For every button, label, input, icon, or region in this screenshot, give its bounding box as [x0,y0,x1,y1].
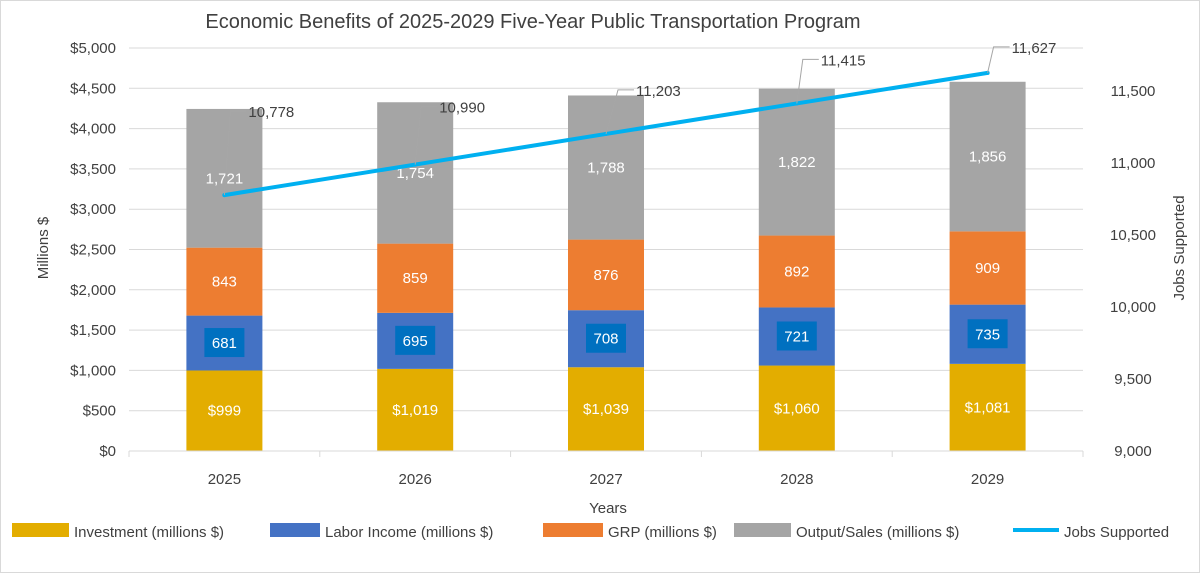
chart-title: Economic Benefits of 2025-2029 Five-Year… [205,11,860,33]
leader-line [605,89,634,135]
jobs-line: 10,778 10,990 11,203 11,415 11,627 [222,40,1057,198]
bar-segment [568,367,644,451]
bar-data-label: 695 [403,333,428,350]
leader-line [796,58,819,104]
x-tick-label: 2027 [589,471,622,488]
y-tick-label: $2,000 [70,282,116,299]
legend-label: Investment (millions $) [74,524,224,541]
bar-data-label: $1,081 [965,399,1011,416]
x-tick-label: 2029 [971,471,1004,488]
bar-data-label: $1,019 [392,402,438,419]
bar-segment [568,239,644,311]
bar-segment [568,95,644,240]
x-tick-label: 2025 [208,471,241,488]
x-tick-label: 2028 [780,471,813,488]
y2-tick-label: 10,000 [1110,299,1156,316]
legend-label: Labor Income (millions $) [325,524,493,541]
y-tick-label: $3,500 [70,161,116,178]
legend-swatch [12,523,69,537]
legend-label: Jobs Supported [1064,524,1169,541]
y-tick-label: $5,000 [70,40,116,57]
bar-data-label: $1,060 [774,400,820,417]
legend-item: Jobs Supported [1013,524,1169,541]
y-tick-label: $500 [83,403,116,420]
legend-item: Labor Income (millions $) [270,523,493,541]
y2-tick-label: 11,000 [1111,155,1156,172]
legend-swatch [543,523,603,537]
bar-data-label: 735 [975,326,1000,343]
data-label-box [204,328,245,358]
legend-item: Output/Sales (millions $) [734,523,959,541]
bar-segment [949,363,1026,451]
bar-data-label: 859 [403,270,428,287]
y-tick-label: $0 [99,443,116,460]
data-label-box [586,323,626,353]
jobs-data-label: 10,990 [439,100,485,117]
bar-segment [377,102,454,244]
legend-label: GRP (millions $) [608,524,717,541]
legend: Investment (millions $) Labor Income (mil… [12,523,1169,541]
bar-data-label: 1,822 [778,154,816,171]
bar-segment [949,81,1026,232]
bar-segment [186,108,263,248]
legend-swatch [734,523,791,537]
y-tick-label: $4,000 [70,121,116,138]
bar-data-label: 1,788 [587,160,625,177]
data-label-box [395,325,436,355]
bar-segment [758,235,835,308]
bar-data-label: $1,039 [583,401,629,418]
legend-item: GRP (millions $) [543,523,717,541]
jobs-data-label: 10,778 [248,104,294,121]
legend-swatch [270,523,320,537]
bar-segment [186,370,263,451]
bar-data-label: 1,754 [396,165,434,182]
leader-line [987,46,1010,74]
bar-segment [949,231,1026,305]
y-tick-label: $2,500 [70,242,116,259]
y2-tick-label: 11,500 [1111,83,1156,100]
bar-data-label: 1,721 [206,170,244,187]
bar-segment [758,365,835,451]
bar-data-label: 1,856 [969,149,1007,166]
y-tick-label: $4,500 [70,80,116,97]
y2-axis-title: Jobs Supported [1171,195,1188,300]
bar-segment [758,88,835,236]
bar-segment [377,368,454,451]
bar-data-label: $999 [208,403,241,420]
leader-line [223,110,247,196]
data-label-box [776,321,817,351]
y2-tick-label: 9,000 [1114,443,1152,460]
bar-data-label: 892 [784,264,809,281]
y-tick-label: $3,000 [70,201,116,218]
bar-data-label: 681 [212,335,237,352]
jobs-data-label: 11,627 [1012,40,1057,57]
y2-tick-label: 10,500 [1110,227,1156,244]
bar-data-label: 843 [212,274,237,291]
y2-tick-label: 9,500 [1114,371,1152,388]
bar-data-label: 721 [784,329,809,346]
bar-data-label: 909 [975,260,1000,277]
y-axis-title: Millions $ [35,216,52,279]
bar-segment [377,243,454,313]
x-tick-label: 2026 [399,471,432,488]
jobs-data-label: 11,415 [821,52,866,69]
data-label-box [967,319,1008,349]
leader-line [414,106,438,165]
jobs-data-label: 11,203 [636,83,681,100]
bar-data-label: 708 [593,331,618,348]
y-tick-label: $1,500 [70,322,116,339]
bar-stacks: $999 $1,019 $1,039 $1,060 $1,081 681 695 708 721… [186,81,1026,451]
axes: $0 $500 $1,000 $1,500 $2,000 $2,500 $3,000 $3,5… [70,40,1156,488]
bar-segment [186,247,263,316]
bar-data-label: 876 [593,267,618,284]
x-axis-title: Years [589,500,627,517]
y-tick-label: $1,000 [70,362,116,379]
legend-label: Output/Sales (millions $) [796,524,959,541]
legend-item: Investment (millions $) [12,523,224,541]
